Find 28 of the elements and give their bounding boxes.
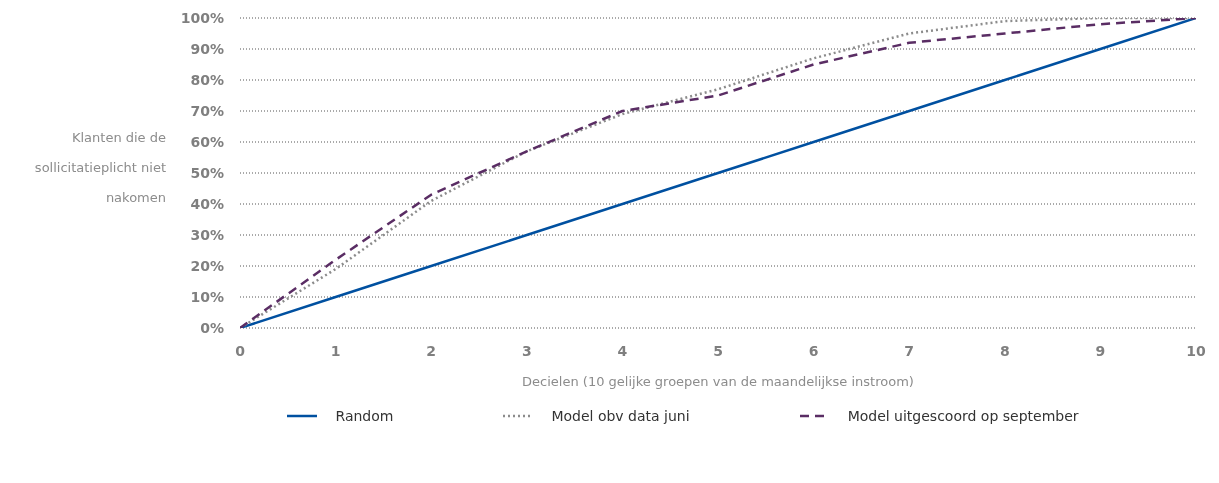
x-axis-title: Decielen (10 gelijke groepen van de maandelijkse instroom) xyxy=(522,374,914,389)
y-tick-label: 90% xyxy=(190,40,224,57)
x-tick-label: 0 xyxy=(235,343,246,359)
y-tick-label: 40% xyxy=(190,195,224,212)
line-series xyxy=(240,18,1196,328)
x-tick-label: 2 xyxy=(426,343,437,359)
y-tick-label: 50% xyxy=(190,164,224,181)
y-tick-label: 0% xyxy=(200,319,224,336)
x-tick-label: 4 xyxy=(617,343,628,359)
x-tick-label: 5 xyxy=(713,343,723,359)
legend-label: Model uitgescoord op september xyxy=(847,408,1079,424)
x-tick-label: 3 xyxy=(521,343,532,359)
x-tick-label: 6 xyxy=(808,343,819,359)
x-tick-label: 10 xyxy=(1186,343,1206,359)
x-tick-label: 8 xyxy=(999,343,1010,359)
legend-label: Random xyxy=(335,408,394,424)
y-tick-label: 20% xyxy=(190,257,224,274)
x-tick-label: 7 xyxy=(904,343,915,359)
y-tick-label: 10% xyxy=(190,288,224,305)
y-tick-label: 100% xyxy=(180,9,224,26)
y-tick-label: 70% xyxy=(190,102,224,119)
y-tick-label: 80% xyxy=(190,71,224,88)
y-axis-title: Klanten die de sollicitatieplicht niet nakomen xyxy=(33,129,167,207)
legend-label: Model obv data juni xyxy=(551,408,690,424)
x-tick-label: 1 xyxy=(330,343,341,359)
y-tick-label: 30% xyxy=(190,226,224,243)
x-tick-label: 9 xyxy=(1095,343,1106,359)
y-tick-label: 60% xyxy=(190,133,224,150)
